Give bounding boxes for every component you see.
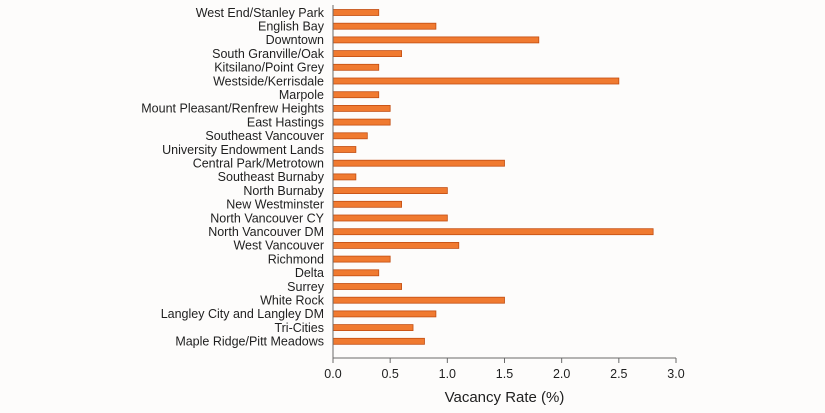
- bar: [332, 255, 391, 263]
- bar: [332, 241, 460, 249]
- category-label: New Westminster: [226, 198, 324, 212]
- bar: [332, 269, 380, 277]
- bar: [332, 105, 391, 112]
- bar: [332, 77, 620, 85]
- x-tick-label: 2.0: [553, 367, 570, 381]
- category-label: North Vancouver DM: [208, 225, 324, 239]
- bar: [332, 324, 414, 332]
- category-label: North Vancouver CY: [210, 211, 324, 225]
- bar: [332, 283, 402, 290]
- bar: [332, 296, 505, 304]
- bar: [332, 118, 391, 126]
- category-label: North Burnaby: [243, 184, 324, 198]
- bar: [332, 146, 357, 153]
- category-label: West End/Stanley Park: [196, 6, 325, 20]
- category-label: Downtown: [266, 33, 324, 47]
- bar: [332, 187, 448, 195]
- category-label: Surrey: [287, 280, 325, 294]
- x-tick-label: 1.0: [439, 367, 456, 381]
- bar: [332, 173, 357, 181]
- category-label: Tri-Cities: [274, 321, 324, 335]
- category-label: Southeast Vancouver: [205, 129, 324, 143]
- bar: [332, 214, 448, 222]
- x-axis-title: Vacancy Rate (%): [445, 389, 565, 406]
- category-label: Southeast Burnaby: [218, 170, 325, 184]
- bar: [332, 310, 437, 318]
- x-axis-ticks: 0.0 0.5 1.0 1.5 2.0 2.5 3.0: [324, 358, 685, 381]
- bar: [332, 91, 380, 99]
- category-label: Delta: [295, 266, 324, 280]
- x-tick-label: 1.5: [496, 367, 513, 381]
- category-label: Central Park/Metrotown: [193, 157, 324, 171]
- bar: [332, 50, 402, 57]
- bar: [332, 36, 540, 44]
- bar: [332, 159, 505, 167]
- category-label: Kitsilano/Point Grey: [214, 61, 325, 75]
- category-label: Marpole: [279, 88, 324, 102]
- bar: [332, 22, 437, 30]
- bar: [332, 228, 654, 236]
- category-label: Langley City and Langley DM: [161, 307, 324, 321]
- bar: [332, 9, 380, 16]
- category-label: Westside/Kerrisdale: [213, 74, 324, 88]
- bar: [332, 337, 425, 345]
- category-label: University Endowment Lands: [162, 143, 324, 157]
- category-label: East Hastings: [247, 115, 324, 129]
- category-label: Maple Ridge/Pitt Meadows: [175, 335, 324, 349]
- category-label: Mount Pleasant/Renfrew Heights: [141, 102, 324, 116]
- x-tick-label: 0.0: [324, 367, 341, 381]
- bar: [332, 63, 380, 71]
- category-label: West Vancouver: [233, 239, 324, 253]
- x-tick-label: 0.5: [381, 367, 398, 381]
- x-tick-label: 3.0: [667, 367, 684, 381]
- bars-layer: [332, 9, 654, 345]
- bar: [332, 132, 368, 140]
- category-label: English Bay: [258, 20, 325, 34]
- bar: [332, 200, 402, 208]
- category-label: Richmond: [268, 252, 324, 266]
- x-tick-label: 2.5: [610, 367, 627, 381]
- category-label: White Rock: [260, 294, 325, 308]
- category-label: South Granville/Oak: [212, 47, 325, 61]
